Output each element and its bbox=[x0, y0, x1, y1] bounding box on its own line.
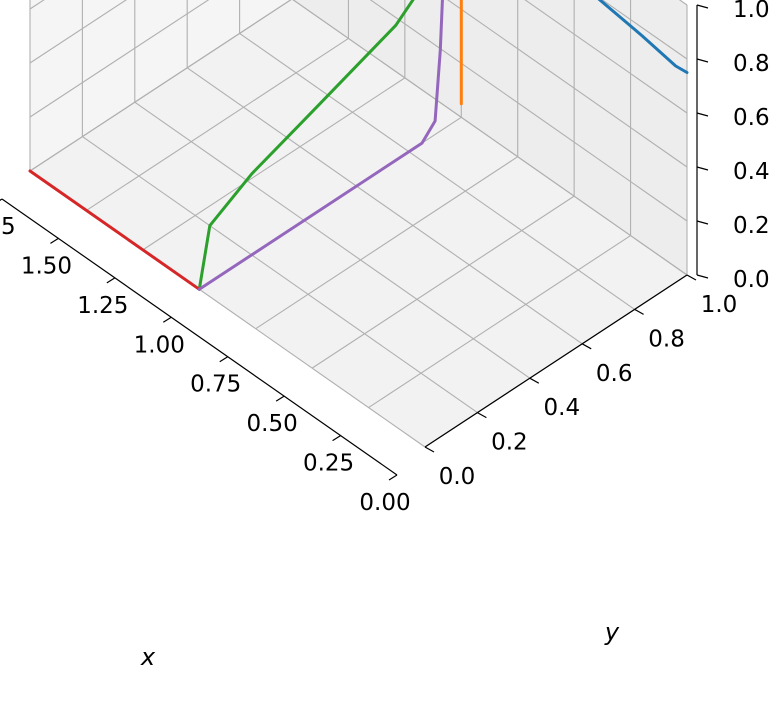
grid-line bbox=[186, 67, 583, 345]
x-tick-label: 0.50 bbox=[247, 411, 298, 437]
grid-line bbox=[29, 0, 127, 64]
x-axis-line bbox=[1, 198, 398, 476]
y-axis-title: y bbox=[604, 618, 620, 646]
z-tick-label: 0.8 bbox=[733, 51, 770, 77]
grid-line bbox=[447, 0, 688, 168]
y-tick bbox=[581, 343, 592, 350]
y-tick bbox=[529, 377, 540, 384]
grid-line bbox=[29, 0, 210, 118]
chart-labels: 0.000.250.500.751.001.251.50 1.75 0.0 0.2 0.… bbox=[0, 0, 770, 516]
y-tick bbox=[477, 412, 487, 419]
z-tick-label: 0.6 bbox=[733, 105, 770, 131]
x-tick bbox=[388, 474, 398, 481]
y-axis-line bbox=[424, 274, 688, 448]
grid-line bbox=[524, 0, 688, 114]
y-tick bbox=[686, 274, 697, 281]
z-tick-label: 0.4 bbox=[733, 159, 770, 185]
z-tick bbox=[696, 274, 709, 279]
x-tick bbox=[50, 237, 59, 244]
grid-line bbox=[134, 101, 531, 379]
x-tick-label: 0.75 bbox=[190, 372, 241, 398]
y-tick-label: 0.0 bbox=[439, 464, 476, 490]
x-tick bbox=[219, 356, 229, 363]
y-tick-label: 0.4 bbox=[544, 395, 581, 421]
grid-line bbox=[255, 156, 519, 330]
z-tick-label: 0.2 bbox=[733, 213, 770, 239]
z-tick bbox=[696, 58, 709, 63]
y-tick bbox=[634, 308, 644, 315]
series-line-5 bbox=[197, 0, 444, 291]
chart-ticks bbox=[0, 4, 709, 481]
grid-line bbox=[86, 37, 349, 211]
grid-line bbox=[601, 0, 688, 60]
y-tick bbox=[424, 446, 435, 453]
y-tick-label: 1.0 bbox=[701, 292, 738, 318]
chart-series bbox=[28, 0, 689, 291]
y-tick-label: 0.2 bbox=[491, 430, 528, 456]
y-tick-label: 0.6 bbox=[596, 361, 633, 387]
z-tick bbox=[696, 220, 709, 225]
grid-line bbox=[292, 0, 688, 276]
y-tick-label: 0.8 bbox=[648, 326, 685, 352]
grid-line bbox=[369, 0, 688, 222]
grid-line bbox=[311, 195, 575, 369]
x-tick-label: 1.75 bbox=[0, 214, 16, 240]
x-tick bbox=[0, 198, 3, 201]
chart-panes bbox=[29, 0, 688, 448]
x-axis-title: x bbox=[140, 643, 156, 671]
series-line-3 bbox=[197, 0, 415, 291]
x-tick-label: 1.50 bbox=[21, 253, 72, 279]
series-line-1 bbox=[597, 0, 689, 74]
x-tick bbox=[332, 435, 341, 442]
x-tick bbox=[106, 277, 116, 284]
chart-axes bbox=[1, 5, 698, 476]
z-tick bbox=[696, 112, 709, 117]
x-tick-label: 0.25 bbox=[303, 451, 354, 477]
x-tick bbox=[275, 395, 285, 402]
grid-line bbox=[239, 32, 635, 310]
grid-line bbox=[368, 235, 631, 409]
z-tick-label: 1.0 bbox=[733, 0, 770, 23]
x-tick bbox=[162, 316, 172, 323]
x-tick-label: 1.00 bbox=[134, 332, 185, 358]
grid-line bbox=[82, 136, 478, 414]
z-tick bbox=[696, 166, 709, 171]
x-tick-label: 1.25 bbox=[77, 293, 128, 319]
z-tick-label: 0.0 bbox=[733, 267, 770, 293]
z-tick bbox=[696, 4, 709, 9]
series-line-4 bbox=[28, 169, 201, 291]
grid-line bbox=[29, 0, 292, 172]
grid-line bbox=[142, 77, 406, 251]
x-tick-label: 0.00 bbox=[359, 490, 410, 516]
